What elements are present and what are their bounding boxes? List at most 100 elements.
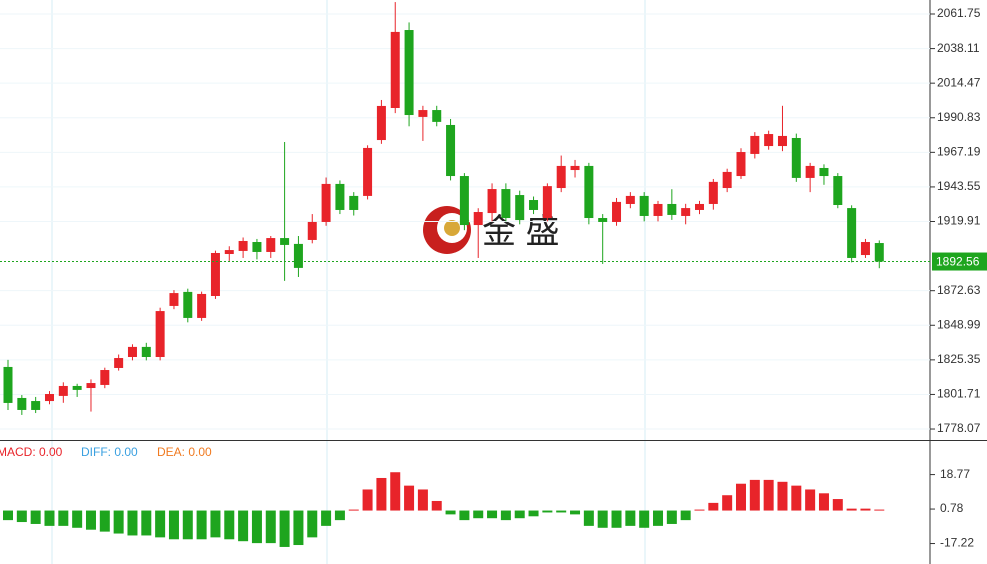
candle-body [819,167,829,177]
y-tick-label: 0.78 [940,501,964,515]
candle-body [529,200,539,210]
candle-body [224,250,234,255]
candle-body [127,346,137,358]
y-tick-label: 1919.91 [937,214,981,228]
candle-body [363,147,373,196]
candle-body [376,105,386,141]
macd-bar [777,481,788,511]
macd-bar [860,508,871,511]
macd-bar [722,495,733,511]
macd-bar [58,510,69,526]
candle-body [556,165,566,189]
candle-body [86,383,96,389]
candle-body [833,176,843,205]
macd-bar [625,510,636,526]
macd-bar [417,489,428,511]
macd-bar [196,510,207,540]
macd-bar [279,510,290,547]
candle-body [639,195,649,216]
macd-bar [224,510,235,540]
macd-bar [846,508,857,511]
candle-body [625,195,635,204]
macd-bar [321,510,332,526]
candle-body [860,242,870,256]
macd-bar [473,510,484,519]
candle-body [17,397,27,410]
macd-bar [653,510,664,526]
candle-body [501,189,511,219]
legend-entry: MACD: 0.00 [0,445,63,459]
y-tick-label: 1801.71 [937,387,981,401]
macd-bar [182,510,193,540]
candle-body [667,203,677,215]
candle-body [764,134,774,147]
macd-bar [805,489,816,511]
last-price-box [932,252,987,271]
macd-bar [334,510,345,521]
candle-body [335,183,345,210]
macd-bar [680,510,691,521]
macd-bar [127,510,138,536]
candle-body [238,240,248,251]
candle-body [31,401,41,410]
candle-body [708,181,718,204]
candle-body [210,252,220,296]
macd-bar [570,510,581,515]
macd-bar [293,510,304,546]
candle-body [722,171,732,189]
candle-body [418,110,428,117]
candle-body [404,30,414,116]
macd-bar [238,510,249,542]
y-tick-label: 2061.75 [937,6,981,20]
candle-body [515,195,525,221]
macd-bar [265,510,276,544]
macd-bar [404,485,415,511]
macd-bar [390,472,401,511]
macd-bar [832,499,843,511]
candle-body [791,137,801,178]
last-price-label: 1892.56 [936,255,980,269]
candle-body [58,385,68,396]
macd-bar [141,510,152,536]
macd-bar [362,489,373,511]
candle-body [252,242,262,252]
macd-bar [113,510,124,534]
candle-body [349,195,359,210]
candle-body [750,135,760,154]
macd-bar [155,510,166,538]
y-tick-label: 2038.11 [937,41,980,55]
macd-bar [583,510,594,526]
candle-body [307,221,317,240]
macd-bar [542,510,553,513]
macd-bar [459,510,470,521]
y-tick-label: 2014.47 [937,75,981,89]
macd-bar [85,510,96,530]
macd-bar [611,510,622,528]
macd-bar [30,510,41,524]
macd-bar [376,477,387,511]
y-tick-label: 1848.99 [937,317,981,331]
macd-bar [791,485,802,511]
y-tick-label: 1825.35 [937,352,981,366]
y-tick-label: 1990.83 [937,110,981,124]
candle-body [293,243,303,268]
candle-body [72,385,82,390]
macd-bar [763,479,774,511]
macd-bar [251,510,262,544]
y-tick-label: -17.22 [940,536,974,550]
candle-body [459,176,469,226]
macd-bar [639,510,650,528]
macd-bar [16,510,27,523]
macd-bar [666,510,677,524]
candle-body [446,124,456,177]
macd-bar [210,510,221,538]
candle-body [3,366,13,403]
macd-bar [749,479,760,511]
candle-body [141,346,151,358]
candle-body [473,212,483,226]
macd-bar [874,509,885,511]
macd-bar [487,510,498,519]
candle-body [681,208,691,216]
